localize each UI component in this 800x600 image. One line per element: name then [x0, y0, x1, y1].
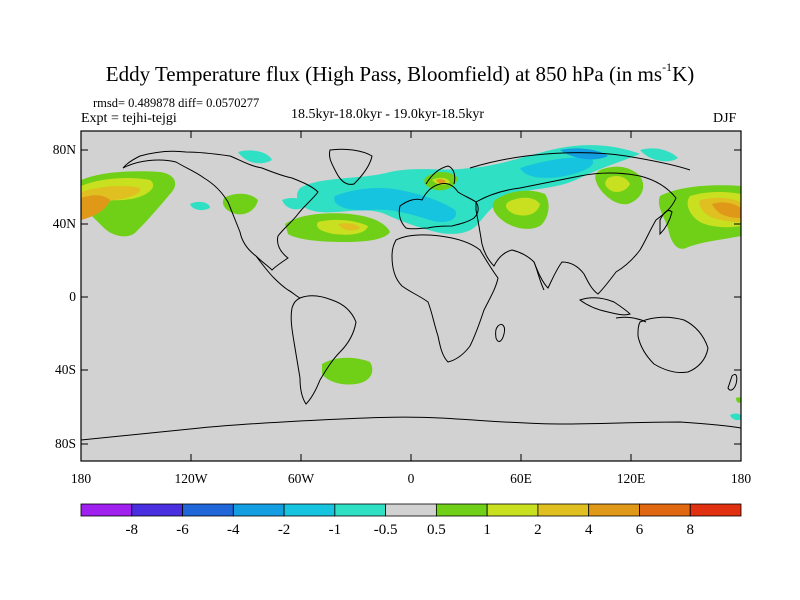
y-tick-label: 80N [52, 142, 76, 157]
colorbar-label: -1 [328, 522, 342, 538]
x-tick-label: 180 [70, 471, 92, 486]
greenland-coast [329, 148, 373, 185]
europe-coast [398, 183, 479, 230]
y-tick-label: 40N [52, 216, 76, 231]
scandinavia-coast [425, 165, 456, 185]
colorbar-label: -8 [125, 522, 139, 538]
coastlines [81, 148, 741, 441]
colorbar-label: -4 [227, 522, 240, 538]
colorbar-swatch [232, 503, 285, 517]
positive-region-south-atlantic [322, 357, 373, 385]
colorbar-label: 2 [534, 522, 542, 538]
positive-core-north-pacific-east-3 [712, 202, 741, 218]
north-america-coast [122, 150, 319, 271]
colorbar-swatch [182, 503, 234, 517]
negative-region-arctic [560, 148, 608, 160]
india-coast [533, 261, 545, 291]
x-tick-label: 60E [510, 471, 532, 486]
x-tick-label: 120W [174, 471, 208, 486]
positive-core-central-asia [506, 197, 540, 216]
stats-label: rmsd= 0.489878 diff= 0.0570277 [93, 96, 260, 110]
south-america-coast [290, 295, 357, 405]
map-title: Eddy Temperature flux (High Pass, Bloomf… [105, 60, 695, 86]
y-tick-label: 40S [54, 362, 76, 377]
africa-coast [391, 234, 499, 363]
period-label: 18.5kyr-18.0kyr - 19.0kyr-18.5kyr [291, 107, 485, 122]
colorbar-label: 6 [635, 522, 644, 538]
colorbar-swatch [435, 503, 488, 517]
x-tick-label: 60W [287, 471, 315, 486]
y-axis-ticks [81, 149, 741, 445]
colorbar [80, 503, 742, 517]
season-label: DJF [713, 111, 737, 126]
colorbar-swatch [131, 503, 183, 517]
colorbar-swatch [385, 503, 437, 517]
madagascar-coast [495, 323, 505, 342]
australia-coast [637, 316, 709, 373]
colorbar-label: 0.5 [427, 522, 446, 538]
colorbar-label: -2 [277, 522, 291, 538]
y-tick-label: 80S [54, 436, 76, 451]
positive-region-south-pacific-small [736, 397, 741, 403]
colorbar-swatch [283, 503, 336, 517]
colorbar-swatch [639, 503, 691, 517]
colorbar-swatch [80, 503, 133, 517]
colorbar-swatch [588, 503, 640, 517]
colorbar-label: 1 [483, 522, 491, 538]
negative-region-pacific [190, 201, 210, 211]
positive-core-north-pacific-west-2 [81, 185, 141, 212]
central-america-coast [255, 255, 301, 299]
siberia-north-coast [469, 152, 691, 171]
colorbar-label: -0.5 [373, 522, 398, 538]
indonesia-coast-2 [615, 316, 647, 323]
negative-region-core [334, 188, 456, 222]
x-tick-label: 0 [407, 471, 415, 486]
antarctica-coast [81, 416, 741, 441]
x-tick-label: 120E [616, 471, 646, 486]
x-axis-ticks [80, 131, 742, 461]
y-tick-label: 0 [69, 289, 76, 304]
japan-coast [659, 209, 673, 236]
negative-region-pacific-2 [640, 148, 678, 162]
negative-region-hudson [238, 150, 272, 164]
indonesia-coast [578, 297, 631, 316]
new-zealand-coast [727, 373, 738, 391]
positive-region-na-west [222, 193, 258, 215]
negative-region-siberia [520, 157, 594, 178]
contour-field [81, 145, 741, 421]
colorbar-swatch [689, 503, 742, 517]
colorbar-label: 4 [584, 522, 593, 538]
positive-core-europe-north-2 [436, 179, 446, 184]
x-tick-label: 180 [730, 471, 752, 486]
colorbar-swatch [486, 503, 539, 517]
colorbar-swatch [537, 503, 590, 517]
positive-core-asia-east [605, 176, 630, 192]
asia-coast [475, 172, 677, 295]
colorbar-label: -6 [176, 522, 189, 538]
negative-region-south-pacific [730, 413, 741, 421]
positive-core-atlantic-2 [338, 223, 360, 231]
negative-region-na-small [282, 198, 306, 210]
expt-label: Expt = tejhi-tejgi [81, 111, 177, 126]
colorbar-label: 8 [686, 522, 694, 538]
positive-core-north-pacific-west-3 [81, 195, 110, 220]
colorbar-swatch [334, 503, 387, 517]
